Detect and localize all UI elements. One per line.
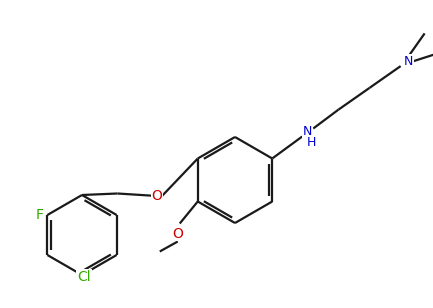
Text: N: N xyxy=(303,125,312,138)
Text: F: F xyxy=(36,208,43,222)
Text: Cl: Cl xyxy=(77,270,91,284)
Text: N: N xyxy=(404,55,414,68)
Text: O: O xyxy=(152,189,162,203)
Text: H: H xyxy=(307,136,316,149)
Text: O: O xyxy=(172,226,183,241)
